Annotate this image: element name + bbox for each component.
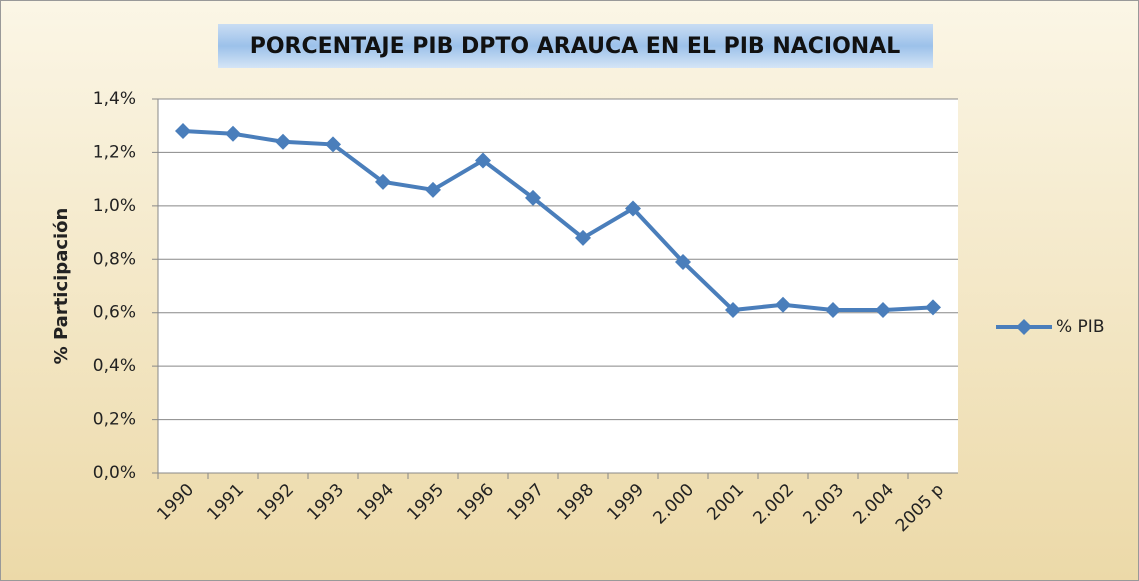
data-point (675, 253, 691, 270)
y-axis-label: % Participación (51, 208, 72, 365)
y-tick-label: 1,0% (93, 196, 136, 216)
data-point (625, 200, 641, 217)
title-box (218, 24, 933, 68)
y-tick-label: 1,4% (93, 89, 136, 109)
y-tick-label: 0,2% (93, 410, 136, 430)
data-point (825, 302, 841, 319)
data-point (275, 133, 291, 150)
legend-marker (1016, 319, 1032, 335)
data-point (925, 299, 941, 316)
y-tick-label: 0,0% (93, 463, 136, 483)
data-point (175, 123, 191, 140)
chart-title: PORCENTAJE PIB DPTO ARAUCA EN EL PIB NAC… (250, 34, 901, 59)
data-point (425, 181, 441, 198)
legend-label: % PIB (1056, 317, 1105, 337)
series-line (182, 129, 934, 313)
data-point (575, 229, 591, 246)
y-tick-label: 0,8% (93, 249, 136, 269)
data-point (525, 189, 541, 206)
data-point (875, 302, 891, 319)
plot-area (158, 99, 958, 473)
data-point (225, 125, 241, 142)
data-point (475, 152, 491, 169)
y-tick-label: 1,2% (93, 142, 136, 162)
data-point (325, 136, 341, 153)
data-point (775, 296, 791, 313)
data-point (725, 302, 741, 319)
data-point (375, 173, 391, 190)
y-tick-label: 0,6% (93, 303, 136, 323)
y-tick-label: 0,4% (93, 356, 136, 376)
